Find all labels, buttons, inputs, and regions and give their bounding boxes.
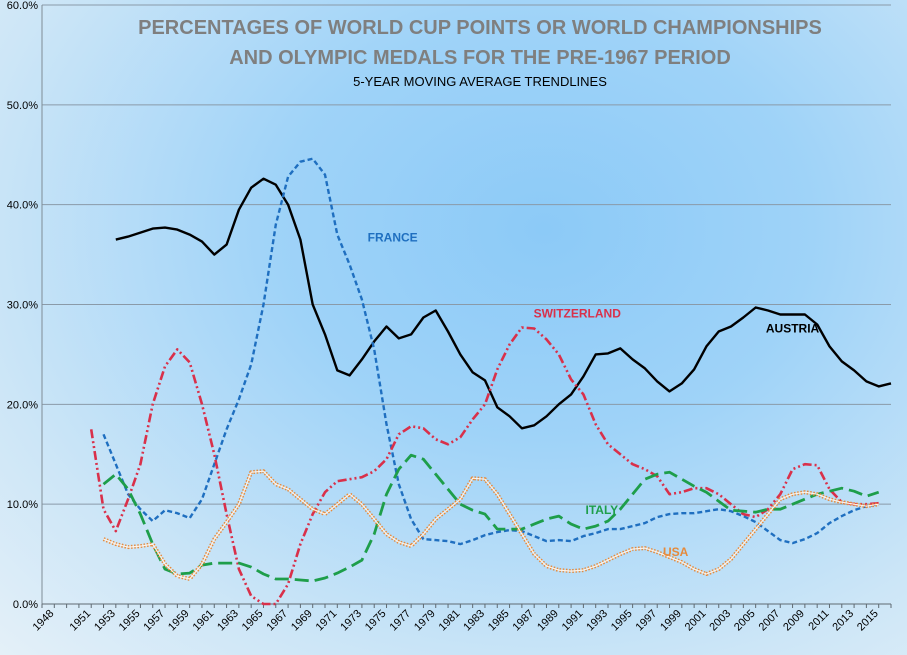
series-france-label: FRANCE [368, 231, 418, 245]
x-tick-label: 1999 [658, 608, 684, 634]
x-tick-label: 1971 [314, 608, 340, 634]
x-tick-label: 1975 [363, 608, 389, 634]
x-tick-label: 1963 [215, 608, 241, 634]
x-tick-label: 1961 [191, 608, 217, 634]
x-tick-label: 2015 [855, 608, 881, 634]
series-switzerland-label: SWITZERLAND [534, 306, 622, 320]
x-tick-label: 2001 [683, 608, 709, 634]
x-tick-label: 2011 [806, 608, 831, 633]
x-tick-label: 1981 [437, 608, 463, 634]
x-tick-label: 1957 [141, 608, 167, 634]
chart-subtitle: 5-YEAR MOVING AVERAGE TRENDLINES [353, 74, 607, 89]
series-usa-label: USA [663, 545, 689, 559]
x-tick-label: 1989 [535, 608, 561, 634]
x-tick-labels: 1948 195119531955195719591961196319651967… [31, 608, 881, 634]
grid-lines [42, 4, 891, 605]
x-tick-label: 1987 [510, 608, 536, 634]
x-tick-label: 1993 [584, 608, 610, 634]
x-tick-label: 1991 [560, 608, 586, 634]
x-tick-label: 2003 [707, 608, 733, 634]
series-lines [89, 157, 892, 606]
series-austria-line [115, 177, 892, 430]
y-tick-label: 60.0% [7, 0, 38, 12]
x-tick-label: 1967 [264, 608, 290, 634]
series-france-line [102, 157, 879, 546]
x-tick-label: 2009 [781, 608, 807, 634]
x-tick-label: 2007 [757, 608, 783, 634]
y-tick-label: 50.0% [7, 100, 38, 112]
x-tick-label: 1973 [338, 608, 364, 634]
x-tick-label: 1983 [461, 608, 487, 634]
x-tick-label: 1979 [412, 608, 438, 634]
chart-title-line-1: PERCENTAGES OF WORLD CUP POINTS OR WORLD… [138, 17, 822, 39]
series-austria-label: AUSTRIA [766, 321, 820, 335]
x-tick-label: 1953 [92, 608, 118, 634]
series-usa-line-inner [103, 470, 879, 580]
x-tick-label: 1995 [609, 608, 635, 634]
x-tick-label: 2005 [732, 608, 758, 634]
series-switzerland-line [89, 326, 879, 606]
series-italy-label: ITALY [586, 503, 619, 517]
y-tick-labels: 0.0% 10.0% 20.0% 30.0% 40.0% 50.0% 60.0% [7, 0, 38, 611]
series-labels: AUSTRIA FRANCE SWITZERLAND ITALY USA [368, 231, 820, 559]
x-tick-label: 1969 [289, 608, 315, 634]
x-tick-label: 1997 [634, 608, 660, 634]
axes [41, 5, 892, 608]
y-tick-label: 0.0% [13, 599, 38, 611]
x-tick-label: 1977 [387, 608, 413, 634]
x-tick-label: 1951 [68, 608, 94, 634]
x-tick-label: 1959 [166, 608, 192, 634]
y-tick-label: 40.0% [7, 200, 38, 212]
x-tick-label: 2013 [830, 608, 856, 634]
x-tick-label: 1965 [240, 608, 266, 634]
chart-title-line-2: AND OLYMPIC MEDALS FOR THE PRE-1967 PERI… [229, 47, 731, 69]
x-tick-label: 1955 [117, 608, 143, 634]
x-tick-label: 1948 [31, 608, 57, 634]
x-tick-label: 1985 [486, 608, 512, 634]
y-tick-label: 20.0% [7, 399, 38, 411]
y-tick-label: 10.0% [7, 499, 38, 511]
y-tick-label: 30.0% [7, 300, 38, 312]
